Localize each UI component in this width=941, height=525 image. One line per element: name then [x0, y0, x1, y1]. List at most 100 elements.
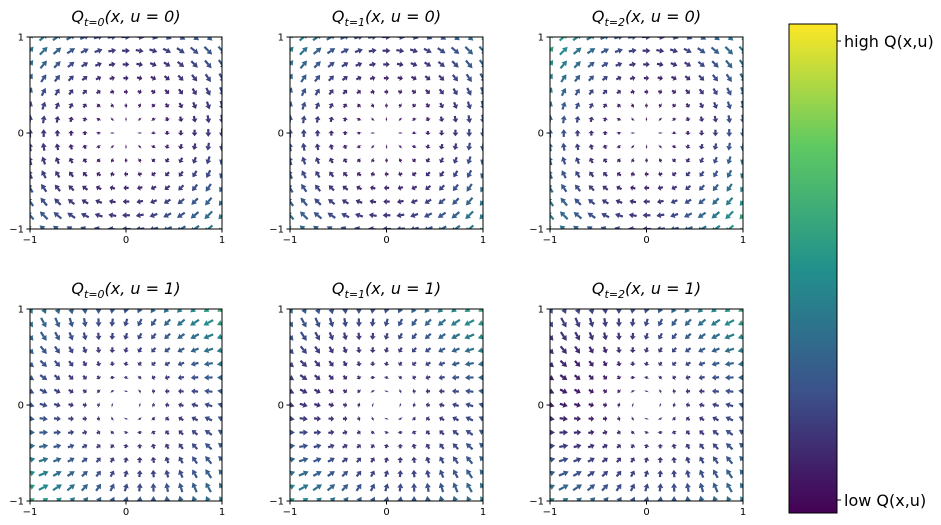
quiver-arrowhead — [110, 102, 114, 109]
quiver-arrowhead — [176, 309, 183, 313]
quiver-arrowhead — [69, 388, 74, 394]
quiver-arrowhead — [465, 429, 472, 436]
quiver-arrow — [550, 445, 551, 448]
quiver-arrowhead — [451, 213, 458, 219]
quiver-arrowhead — [111, 75, 115, 82]
quiver-arrowhead — [152, 47, 158, 54]
quiver-arrow — [587, 77, 592, 82]
quiver-arrowhead — [82, 103, 88, 108]
quiver-arrowhead — [191, 118, 198, 123]
quiver-arrowhead — [290, 321, 293, 328]
quiver-arrow — [152, 144, 156, 148]
quiver-arrow — [413, 332, 418, 337]
quiver-arrowhead — [439, 172, 445, 177]
quiver-arrowhead — [724, 309, 731, 312]
quiver-arrowhead — [355, 309, 362, 314]
quiver-arrowhead — [54, 184, 61, 191]
quiver-arrowhead — [204, 388, 210, 395]
quiver-arrowhead — [299, 211, 306, 218]
quiver-arrowhead — [466, 482, 472, 489]
quiver-arrowhead — [631, 47, 637, 54]
quiver-arrowhead — [452, 456, 459, 462]
quiver-arrowhead — [123, 457, 129, 461]
quiver-arrowhead — [56, 484, 62, 490]
quiver-arrowhead — [218, 200, 222, 207]
quiver-arrowhead — [629, 483, 636, 489]
quiver-arrowhead — [41, 170, 47, 176]
quiver-arrowhead — [562, 443, 569, 450]
quiver-arrowhead — [40, 87, 47, 94]
quiver-arrow — [617, 118, 620, 122]
quiver-arrow — [700, 143, 704, 147]
quiver-arrowhead — [671, 469, 678, 475]
quiver-arrowhead — [341, 212, 347, 219]
quiver-arrowhead — [588, 334, 594, 341]
quiver-arrowhead — [698, 198, 704, 205]
quiver-arrowhead — [466, 159, 473, 165]
quiver-arrow — [303, 187, 308, 193]
quiver-arrow — [152, 446, 156, 449]
quiver-arrowhead — [562, 457, 569, 463]
quiver-arrowhead — [399, 37, 405, 40]
quiver-arrowhead — [451, 347, 457, 353]
quiver-arrowhead — [550, 157, 553, 161]
quiver-arrowhead — [658, 144, 663, 149]
quiver-arrow — [384, 446, 388, 449]
panel-title: Qt=2(x, u = 1) — [592, 279, 701, 301]
quiver-arrow — [302, 146, 306, 151]
quiver-arrow — [139, 145, 142, 148]
quiver-arrow — [39, 388, 44, 393]
quiver-arrow — [208, 361, 213, 365]
quiver-field — [30, 309, 222, 501]
quiver-arrow — [617, 500, 619, 501]
quiver-arrow — [441, 184, 446, 189]
quiver-arrowhead — [342, 335, 348, 341]
quiver-arrow — [659, 145, 662, 148]
quiver-arrow — [194, 431, 199, 436]
quiver-arrowhead — [646, 88, 649, 95]
quiver-arrowhead — [137, 375, 143, 380]
quiver-arrowhead — [573, 212, 580, 218]
quiver-arrowhead — [588, 361, 594, 367]
quiver-arrowhead — [424, 118, 431, 122]
quiver-arrowhead — [356, 158, 362, 163]
quiver-arrowhead — [685, 361, 690, 367]
quiver-arrowhead — [604, 402, 608, 408]
quiver-arrow — [699, 116, 703, 120]
quiver-arrow — [299, 63, 305, 70]
quiver-arrowhead — [150, 469, 157, 475]
quiver-arrowhead — [191, 430, 197, 436]
quiver-arrowhead — [480, 172, 483, 179]
quiver-arrow — [41, 119, 45, 124]
quiver-arrowhead — [672, 47, 678, 54]
quiver-arrowhead — [205, 104, 212, 110]
quiver-arrow — [687, 417, 691, 421]
quiver-arrowhead — [329, 61, 335, 68]
quiver-arrowhead — [343, 457, 348, 463]
quiver-arrowhead — [358, 415, 361, 422]
quiver-arrowhead — [54, 157, 61, 162]
quiver-arrow — [55, 119, 59, 123]
quiver-arrow — [300, 91, 305, 97]
quiver-arrowhead — [657, 198, 662, 205]
quiver-arrow — [370, 90, 373, 94]
quiver-arrowhead — [344, 415, 348, 422]
quiver-arrowhead — [671, 456, 678, 461]
quiver-arrow — [399, 375, 403, 379]
quiver-arrow — [588, 331, 593, 337]
quiver-arrowhead — [164, 456, 171, 462]
quiver-arrow — [372, 200, 377, 204]
quiver-arrowhead — [123, 362, 129, 366]
quiver-arrowhead — [290, 470, 296, 477]
quiver-arrowhead — [643, 349, 650, 353]
quiver-arrowhead — [616, 103, 621, 108]
quiver-arrowhead — [712, 89, 718, 96]
quiver-arrow — [561, 105, 565, 110]
quiver-arrow — [387, 309, 388, 310]
quiver-arrowhead — [290, 361, 294, 368]
quiver-arrowhead — [713, 48, 720, 54]
quiver-arrowhead — [343, 443, 348, 449]
quiver-arrowhead — [383, 390, 390, 393]
quiver-arrow — [53, 374, 58, 379]
